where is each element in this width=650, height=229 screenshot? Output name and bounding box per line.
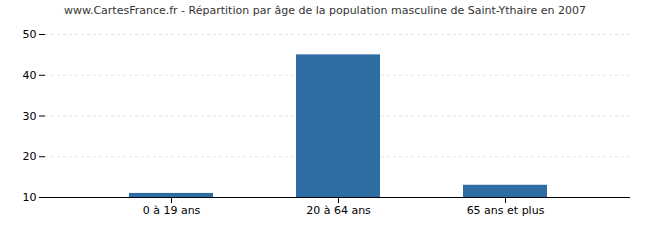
- svg-text:50: 50: [23, 28, 37, 41]
- svg-text:10: 10: [23, 191, 37, 204]
- svg-text:40: 40: [23, 69, 37, 82]
- svg-text:20 à 64 ans: 20 à 64 ans: [306, 204, 371, 217]
- svg-text:30: 30: [23, 110, 37, 123]
- svg-text:65 ans et plus: 65 ans et plus: [467, 204, 545, 217]
- svg-text:0 à 19 ans: 0 à 19 ans: [143, 204, 201, 217]
- html-text:www.CartesFrance.fr - Répartit: www.CartesFrance.fr - Répartition par âg…: [63, 4, 587, 17]
- svg-text:20: 20: [23, 150, 37, 163]
